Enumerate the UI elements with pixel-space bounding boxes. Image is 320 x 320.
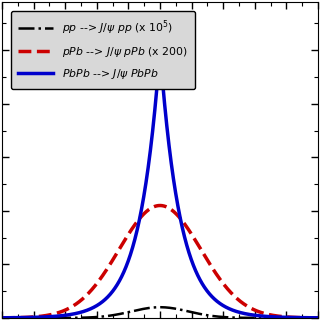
Legend: $pp$ --> $J/\psi$ $pp$ (x 10$^5$), $pPb$ --> $J/\psi$ $pPb$ (x 200), $PbPb$ --> : $pp$ --> $J/\psi$ $pp$ (x 10$^5$), $pPb$… [11, 11, 195, 89]
